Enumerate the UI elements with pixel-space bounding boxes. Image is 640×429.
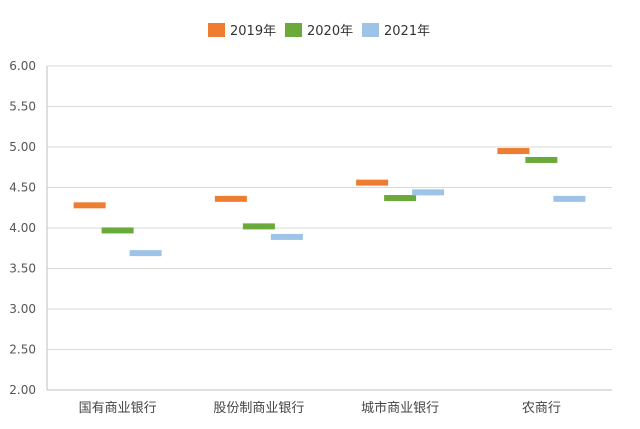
range-bar-2-4 <box>525 156 558 163</box>
legend-swatch-1 <box>208 23 225 37</box>
legend: 2019年 2020年 2021年 <box>208 23 430 39</box>
y-tick-label: 4.00 <box>9 221 36 235</box>
y-tick-label: 2.50 <box>9 343 36 357</box>
y-tick-label: 6.00 <box>9 59 36 73</box>
y-axis: 6.00 5.50 5.00 4.50 4.00 3.50 3.00 2.50 2.00 <box>9 59 48 397</box>
y-tick-label: 5.00 <box>9 140 36 154</box>
range-bar-1-1 <box>73 202 106 209</box>
range-bar-1-3 <box>356 179 389 186</box>
range-bar-2-2 <box>242 223 275 230</box>
y-tick-label: 2.00 <box>9 383 36 397</box>
chart-marks <box>73 148 586 257</box>
legend-label-3: 2021年 <box>384 24 430 39</box>
legend-swatch-2 <box>285 23 302 37</box>
range-bar-3-2 <box>270 233 303 240</box>
x-tick-label: 国有商业银行 <box>79 401 157 416</box>
range-bar-2-3 <box>384 195 417 202</box>
range-bar-3-1 <box>129 250 162 257</box>
legend-swatch-3 <box>362 23 379 37</box>
legend-label-1: 2019年 <box>230 24 276 39</box>
x-axis: 国有商业银行 股份制商业银行 城市商业银行 农商行 <box>47 389 612 416</box>
range-bar-3-3 <box>412 189 445 196</box>
legend-label-2: 2020年 <box>307 24 353 39</box>
range-bar-1-2 <box>214 195 247 202</box>
x-tick-label: 股份制商业银行 <box>213 401 304 416</box>
range-bar-1-4 <box>497 148 530 155</box>
gridlines <box>47 65 612 350</box>
y-tick-label: 4.50 <box>9 181 36 195</box>
x-tick-label: 城市商业银行 <box>361 400 439 416</box>
y-tick-label: 3.00 <box>9 302 36 316</box>
x-tick-label: 农商行 <box>522 401 561 416</box>
range-bar-3-4 <box>553 195 586 202</box>
y-tick-label: 5.50 <box>9 100 36 114</box>
y-tick-label: 3.50 <box>9 262 36 276</box>
range-bar-2-1 <box>101 227 134 234</box>
